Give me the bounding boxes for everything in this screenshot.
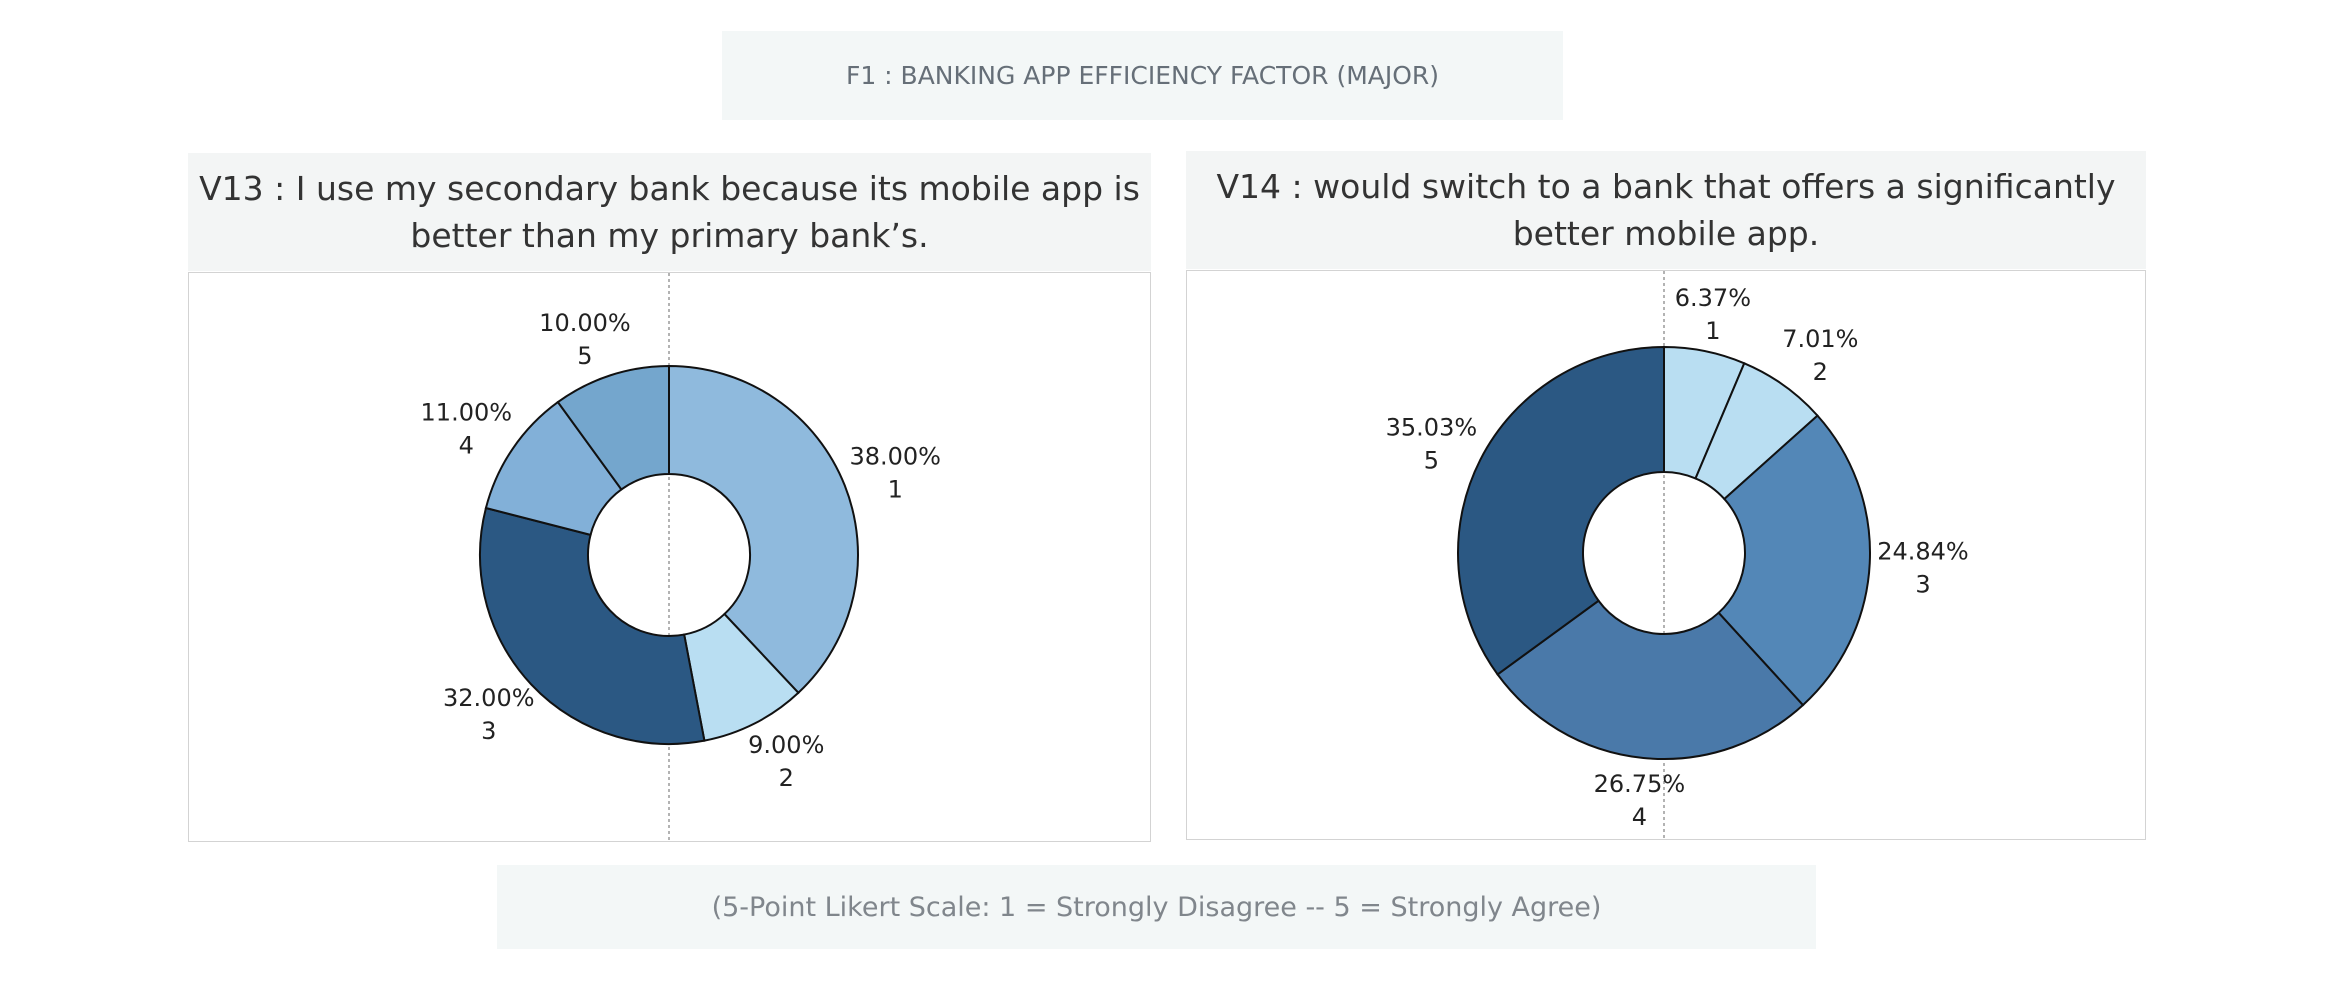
slice-percent: 11.00% — [421, 398, 513, 426]
slice-percent: 26.75% — [1594, 770, 1686, 798]
slice-category: 3 — [1915, 570, 1930, 598]
slice-category: 4 — [1632, 803, 1647, 831]
slice-percent: 9.00% — [748, 731, 824, 759]
slice-label-2: 7.01% 2 — [1782, 325, 1858, 386]
slice-category: 4 — [459, 431, 474, 459]
dashboard-title-banner: F1 : BANKING APP EFFICIENCY FACTOR (MAJO… — [722, 31, 1563, 120]
slice-label-5: 35.03% 5 — [1386, 414, 1478, 475]
slice-label-4: 11.00% 4 — [421, 398, 513, 459]
slice-label-3: 24.84% 3 — [1877, 537, 1969, 598]
slice-category: 2 — [1813, 358, 1828, 386]
slice-percent: 7.01% — [1782, 325, 1858, 353]
chart-v13-title-box: V13 : I use my secondary bank because it… — [188, 153, 1151, 271]
slice-percent: 10.00% — [539, 309, 631, 337]
slice-percent: 32.00% — [443, 684, 535, 712]
slice-category: 5 — [577, 342, 592, 370]
slice-category: 1 — [888, 476, 903, 504]
slice-label-5: 10.00% 5 — [539, 309, 631, 370]
dashboard-title: F1 : BANKING APP EFFICIENCY FACTOR (MAJO… — [845, 61, 1440, 90]
slice-category: 1 — [1705, 317, 1720, 345]
slice-label-3: 32.00% 3 — [443, 684, 535, 745]
slice-1[interactable] — [668, 364, 859, 695]
slice-category: 5 — [1424, 447, 1439, 475]
slice-category: 2 — [779, 764, 794, 792]
slice-percent: 35.03% — [1386, 414, 1478, 442]
chart-v14-title: V14 : would switch to a bank that offers… — [1216, 167, 2116, 253]
slice-label-1: 6.37% 1 — [1675, 284, 1751, 345]
slice-4[interactable] — [1496, 599, 1805, 760]
slice-percent: 6.37% — [1675, 284, 1751, 312]
chart-v13-title: V13 : I use my secondary bank because it… — [199, 169, 1140, 255]
slice-label-4: 26.75% 4 — [1594, 770, 1686, 831]
donut-chart-2: 6.37% 1 7.01% 2 24.84% 3 26.75% 4 35.03% 5 — [1386, 271, 1969, 839]
slice-3[interactable] — [1717, 414, 1871, 707]
slice-3[interactable] — [479, 506, 706, 745]
donut-chart-1: 38.00% 1 9.00% 2 32.00% 3 11.00% 4 10.00% 5 — [421, 273, 941, 841]
slice-label-1: 38.00% 1 — [849, 443, 941, 504]
slice-percent: 24.84% — [1877, 537, 1969, 565]
scale-note-banner: (5-Point Likert Scale: 1 = Strongly Disa… — [497, 865, 1816, 949]
slice-label-2: 9.00% 2 — [748, 731, 824, 792]
slice-5[interactable] — [556, 364, 670, 491]
scale-note: (5-Point Likert Scale: 1 = Strongly Disa… — [711, 891, 1602, 923]
chart-v14-title-box: V14 : would switch to a bank that offers… — [1186, 151, 2146, 269]
slice-category: 3 — [481, 717, 496, 745]
slice-5[interactable] — [1457, 345, 1665, 676]
slice-percent: 38.00% — [849, 443, 941, 471]
